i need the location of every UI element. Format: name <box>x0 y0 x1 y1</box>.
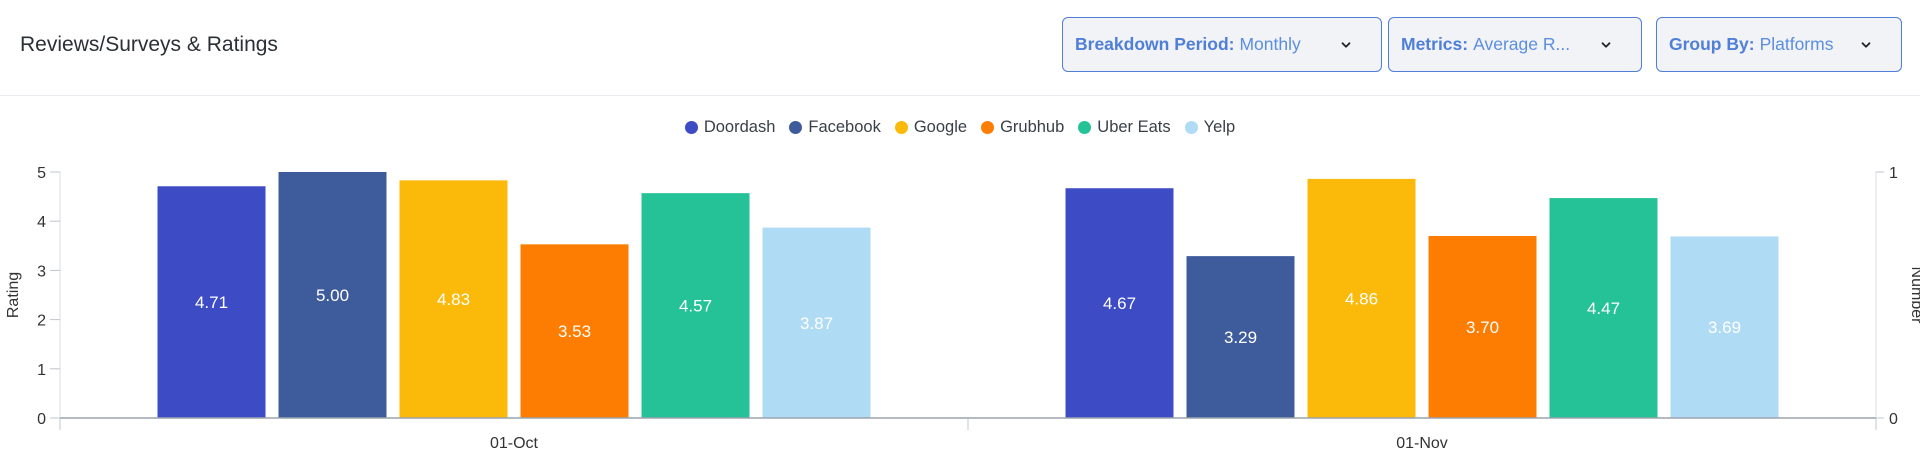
y-tick-label: 0 <box>37 411 46 428</box>
bar-uber-eats-1 <box>1549 198 1658 418</box>
bar-data-label: 4.71 <box>195 293 228 312</box>
legend-swatch <box>789 121 803 134</box>
bar-facebook-1 <box>1186 256 1295 418</box>
bar-facebook-0 <box>278 172 387 418</box>
x-tick-label: 01-Nov <box>1396 435 1448 452</box>
legend-label: Uber Eats <box>1097 118 1171 136</box>
legend-swatch <box>1078 121 1092 134</box>
legend-swatch <box>684 121 698 134</box>
bar-doordash-0 <box>157 186 266 418</box>
y-tick-label: 1 <box>37 362 46 379</box>
breakdown-period-dropdown[interactable]: Breakdown Period: Monthly <box>1062 17 1382 72</box>
chevron-down-icon <box>1341 41 1351 48</box>
metrics-value: Average R... <box>1473 34 1571 54</box>
legend-label: Google <box>913 118 968 136</box>
bar-google-0 <box>399 180 508 418</box>
legend-item-google[interactable]: Google <box>894 118 968 137</box>
y-tick-label: 4 <box>37 214 46 231</box>
bar-grubhub-0 <box>520 244 629 418</box>
legend-item-yelp[interactable]: Yelp <box>1184 118 1236 137</box>
bar-yelp-0 <box>762 227 871 418</box>
legend-label: Facebook <box>808 118 881 136</box>
chevron-down-icon <box>1601 41 1611 48</box>
bar-data-label: 3.53 <box>558 322 591 341</box>
y2-tick-label: 1 <box>1889 165 1898 182</box>
metrics-dropdown[interactable]: Metrics: Average R... <box>1388 17 1642 72</box>
legend-swatch <box>894 121 908 134</box>
legend-label: Yelp <box>1203 118 1236 136</box>
legend-label: Doordash <box>703 118 776 136</box>
legend-swatch <box>1184 121 1198 134</box>
group-by-value: Platforms <box>1759 34 1834 54</box>
bar-data-label: 4.67 <box>1103 294 1136 313</box>
bar-data-label: 3.29 <box>1224 328 1257 347</box>
y-tick-label: 5 <box>37 165 46 182</box>
legend-item-doordash[interactable]: Doordash <box>684 118 776 137</box>
bar-data-label: 5.00 <box>316 286 349 305</box>
legend-item-grubhub[interactable]: Grubhub <box>981 118 1064 137</box>
bar-data-label: 4.86 <box>1345 289 1378 308</box>
chart-area: Doordash Facebook Google Grubhub Uber Eats Ye… <box>0 110 1920 466</box>
page-header: Reviews/Surveys & Ratings Breakdown Peri… <box>0 0 1920 96</box>
y-axis-title: Rating <box>5 272 22 318</box>
breakdown-period-value: Monthly <box>1239 34 1301 54</box>
bar-uber-eats-0 <box>641 193 750 418</box>
page-title: Reviews/Surveys & Ratings <box>20 33 278 56</box>
bar-data-label: 4.57 <box>679 297 712 316</box>
bar-yelp-1 <box>1670 236 1779 418</box>
bar-google-1 <box>1307 178 1416 418</box>
group-by-label: Group By: <box>1669 34 1755 54</box>
y2-tick-label: 0 <box>1889 411 1898 428</box>
bar-data-label: 4.83 <box>437 290 470 309</box>
y-tick-label: 3 <box>37 263 46 280</box>
bar-data-label: 3.87 <box>800 314 833 333</box>
y2-axis-title: Number <box>1908 267 1920 325</box>
bar-data-label: 4.47 <box>1587 299 1620 318</box>
metrics-label: Metrics: <box>1401 34 1469 54</box>
legend-label: Grubhub <box>1000 118 1065 136</box>
bar-chart: 0 1 2 3 4 5 0 1 Rating Number 4.71 5.00 4.83 3.53 4.57… <box>5 165 1920 452</box>
bar-data-label: 3.69 <box>1708 318 1741 337</box>
bar-grubhub-1 <box>1428 235 1537 418</box>
legend-item-facebook[interactable]: Facebook <box>789 118 881 137</box>
bar-doordash-1 <box>1065 188 1174 418</box>
legend-item-uber-eats[interactable]: Uber Eats <box>1078 118 1171 137</box>
legend-swatch <box>981 121 995 134</box>
group-by-dropdown[interactable]: Group By: Platforms <box>1656 17 1902 72</box>
x-tick-label: 01-Oct <box>490 435 539 452</box>
breakdown-period-label: Breakdown Period: <box>1075 34 1235 54</box>
bar-data-label: 3.70 <box>1466 318 1499 337</box>
chart-legend: Doordash Facebook Google Grubhub Uber Eats Ye… <box>0 118 1920 137</box>
y-tick-label: 2 <box>37 313 46 330</box>
chevron-down-icon <box>1861 41 1871 48</box>
